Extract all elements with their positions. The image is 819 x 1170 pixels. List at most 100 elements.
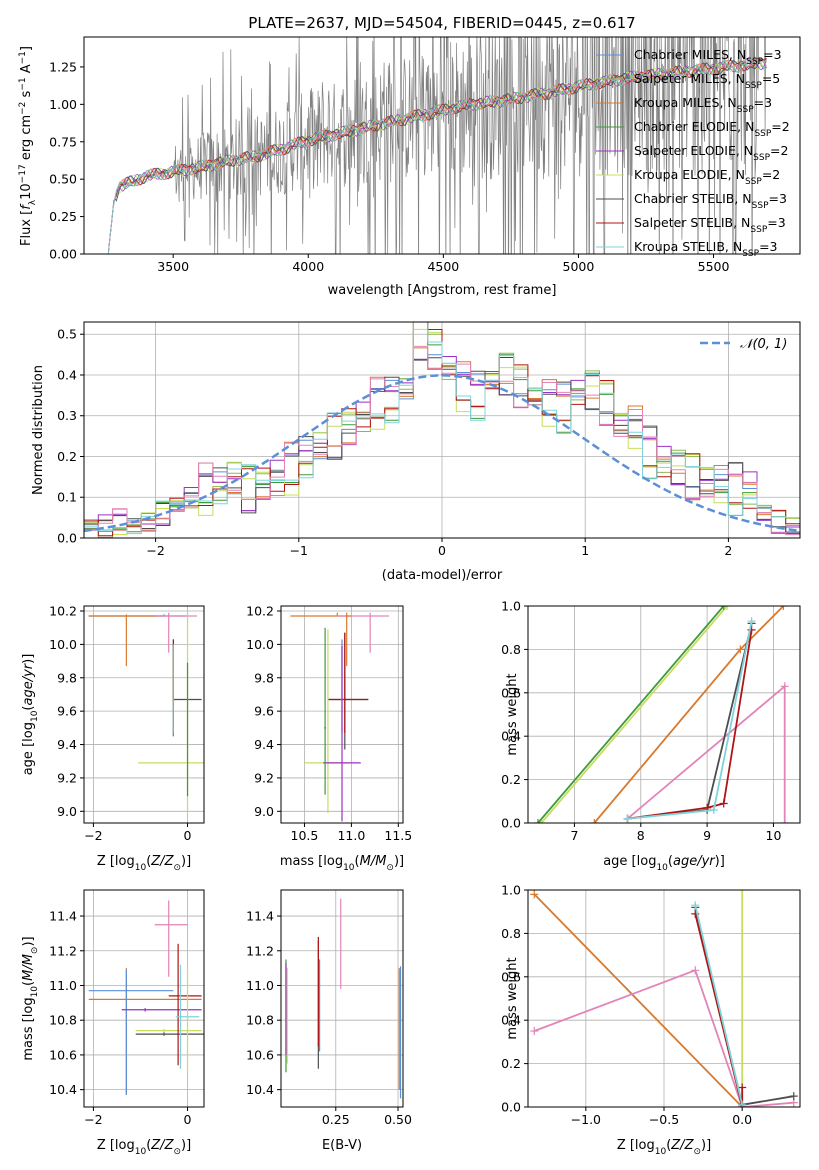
y-tick-label: 1.00 [49,97,77,112]
y-tick-label: 11.0 [49,978,77,993]
y-tick-label: 9.2 [254,770,274,785]
x-tick-label: 11.5 [384,828,412,843]
x-tick-label: 5000 [563,259,595,274]
y-tick-label: 0.0 [57,531,77,546]
y-tick-label: 0.4 [57,367,77,382]
y-tick-label: 0.3 [57,408,77,423]
weight-plot [533,606,789,823]
y-tick-label: 0.2 [501,772,521,787]
y-tick-label: 9.6 [57,704,77,719]
weight-marker [590,819,599,823]
weight-marker [747,617,756,626]
y-axis-label: mass [log10(M/M⊙)] [21,936,40,1060]
x-axis-label: E(B-V) [322,1138,362,1153]
weight-line [593,606,785,823]
legend-label: Salpeter STELIB, NSSP=3 [634,215,786,235]
y-tick-label: 0.8 [501,926,521,941]
axes-frame [280,605,404,824]
weight-marker [747,625,756,634]
y-tick-label: 10.4 [49,1082,77,1097]
legend-label: Kroupa ELODIE, NSSP=2 [634,167,780,187]
hist-plot [84,322,800,538]
x-tick-label: 10.5 [291,828,319,843]
x-tick-label: 4500 [427,259,459,274]
model-6 [107,58,767,254]
axes-frame [83,36,801,255]
x-tick-label: −2 [84,828,102,843]
x-axis-label: (data-model)/error [382,568,503,583]
y-tick-label: 9.0 [57,804,77,819]
x-tick-label: 9 [703,828,711,843]
x-tick-label: −1.0 [571,1112,601,1127]
y-tick-label: 10.6 [246,1047,274,1062]
weight-line [694,913,744,1107]
x-tick-label: −2 [84,1112,102,1127]
x-tick-label: 0.25 [322,1112,350,1127]
y-tick-label: 10.8 [246,1013,274,1028]
weight-marker [530,1027,539,1036]
legend-label: Chabrier MILES, NSSP=3 [634,47,782,67]
weight-marker [719,606,728,610]
y-tick-label: 0.4 [501,729,521,744]
x-tick-label: 7 [570,828,578,843]
x-axis-label: mass [log10(M/M⊙)] [280,854,404,873]
y-tick-label: 10.4 [246,1082,274,1097]
y-tick-label: 0.25 [49,209,77,224]
weight-marker [723,606,732,610]
y-tick-label: 0.0 [501,816,521,831]
x-tick-label: 0 [184,1112,192,1127]
x-tick-label: 0.50 [384,1112,412,1127]
x-axis-label: Z [log10(Z/Z⊙)] [617,1138,711,1157]
weight-marker [738,1100,747,1107]
legend-label: Kroupa MILES, NSSP=3 [634,95,772,115]
x-tick-label: 11.0 [337,828,365,843]
y-tick-label: 10.0 [246,637,274,652]
gaussian-curve [84,374,798,533]
model-5 [107,59,767,254]
y-axis-label: mass weight [505,673,520,755]
x-axis-label: Z [log10(Z/Z⊙)] [97,1138,191,1157]
y-tick-label: 11.2 [49,943,77,958]
axes-frame [280,889,404,1108]
x-axis-label: Z [log10(Z/Z⊙)] [97,854,191,873]
x-tick-label: 0 [184,828,192,843]
axes-frame [83,605,205,824]
weight-line [537,606,725,823]
y-tick-label: 1.25 [49,59,77,74]
y-axis-label: mass weight [505,957,520,1039]
hist-9 [84,322,800,535]
y-tick-label: 10.2 [246,604,274,619]
y-tick-label: 0.00 [49,247,77,262]
y-tick-label: 11.2 [246,943,274,958]
y-tick-label: 10.0 [49,637,77,652]
x-tick-label: −0.5 [649,1112,679,1127]
weight-marker [789,1092,798,1101]
y-tick-label: 11.0 [246,978,274,993]
weight-marker [736,645,745,654]
x-tick-label: 4000 [292,259,324,274]
y-tick-label: 9.8 [254,670,274,685]
x-axis-label: wavelength [Angstrom, rest frame] [328,283,557,298]
y-tick-label: 0.75 [49,134,77,149]
weight-marker [533,819,542,823]
x-tick-label: 10 [766,828,782,843]
weight-marker [530,890,539,899]
y-axis-label: Normed distribution [31,365,46,495]
y-tick-label: 0.2 [57,449,77,464]
errbar-plot [285,898,402,1099]
y-tick-label: 9.8 [57,670,77,685]
legend-label: Chabrier ELODIE, NSSP=2 [634,119,790,139]
axes-frame [527,605,801,824]
y-axis-label: age [log10(age/yr)] [21,654,40,776]
y-tick-label: 0.4 [501,1013,521,1028]
hist-8 [84,345,800,536]
weight-line [533,893,743,1107]
errbar-plot [290,612,389,822]
y-tick-label: 10.8 [49,1013,77,1028]
weight-line [627,623,753,820]
weight-marker [719,799,728,808]
y-tick-label: 9.4 [254,737,274,752]
y-tick-label: 1.0 [501,599,521,614]
legend-label: Salpeter ELODIE, NSSP=2 [634,143,788,163]
x-tick-label: 3500 [157,259,189,274]
